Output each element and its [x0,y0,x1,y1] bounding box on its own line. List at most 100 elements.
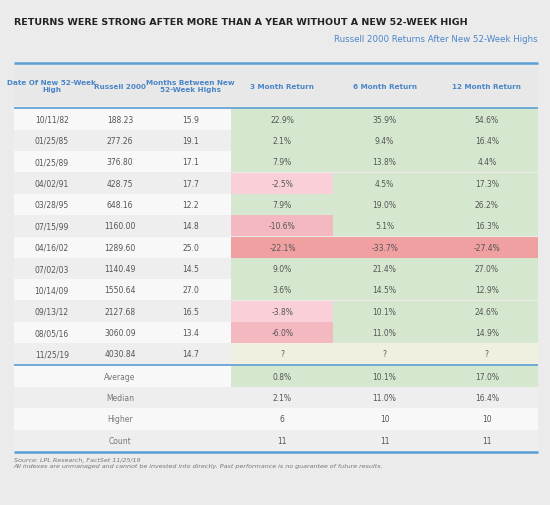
Bar [436,344,538,365]
Text: 10.1%: 10.1% [373,307,397,316]
Text: 0.8%: 0.8% [273,372,292,381]
Text: 22.9%: 22.9% [271,115,294,124]
Text: 376.80: 376.80 [107,158,133,167]
Text: 7.9%: 7.9% [273,200,292,210]
Text: 14.8: 14.8 [182,222,199,231]
Bar [90,344,150,365]
Text: ?: ? [485,350,489,359]
Bar [150,430,231,451]
Text: Average: Average [104,372,136,381]
Text: -3.8%: -3.8% [272,307,293,316]
Text: -10.6%: -10.6% [269,222,296,231]
Bar [150,280,231,301]
Bar [436,259,538,280]
Text: 21.4%: 21.4% [373,265,397,274]
Bar [90,216,150,237]
Bar [436,152,538,173]
Bar [14,344,90,365]
Bar [333,131,436,152]
Bar [14,430,90,451]
Text: 428.75: 428.75 [107,179,133,188]
Bar [231,366,333,387]
Bar [14,366,90,387]
Bar [333,280,436,301]
Bar [231,66,333,107]
Bar [333,66,436,107]
Text: -33.7%: -33.7% [371,243,398,252]
Text: 16.3%: 16.3% [475,222,499,231]
Text: 11: 11 [278,436,287,445]
Bar [231,110,333,130]
Text: 3.6%: 3.6% [273,286,292,295]
Bar [14,66,90,107]
Bar [90,430,150,451]
Bar [150,259,231,280]
Bar [436,110,538,130]
Bar [14,131,90,152]
Text: 11: 11 [482,436,492,445]
Text: 12.9%: 12.9% [475,286,499,295]
Text: 10.1%: 10.1% [373,372,397,381]
Text: 10/11/82: 10/11/82 [35,115,69,124]
Bar [231,280,333,301]
Bar [436,322,538,343]
Bar [150,110,231,130]
Bar [14,237,90,258]
Text: 14.7: 14.7 [182,350,199,359]
Text: 11.0%: 11.0% [373,393,397,402]
Text: 16.4%: 16.4% [475,393,499,402]
Bar [90,152,150,173]
Text: 17.7: 17.7 [182,179,199,188]
Bar [231,237,333,258]
Text: -27.4%: -27.4% [474,243,500,252]
Bar [436,216,538,237]
Text: 1550.64: 1550.64 [104,286,136,295]
Bar [90,280,150,301]
Bar [14,194,90,216]
Text: Russell 2000: Russell 2000 [94,83,146,89]
Bar [333,387,436,409]
Bar [333,301,436,322]
Bar [90,173,150,194]
Text: 17.0%: 17.0% [475,372,499,381]
Bar [436,301,538,322]
Bar [14,387,90,409]
Text: Russell 2000 Returns After New 52-Week Highs: Russell 2000 Returns After New 52-Week H… [334,35,538,44]
Bar [90,366,150,387]
Text: 4.5%: 4.5% [375,179,394,188]
Text: Months Between New
52-Week Highs: Months Between New 52-Week Highs [146,80,235,93]
Text: 1289.60: 1289.60 [104,243,135,252]
Bar [90,409,150,430]
Text: 13.8%: 13.8% [373,158,397,167]
Text: 9.0%: 9.0% [273,265,292,274]
Bar [150,322,231,343]
Bar [436,173,538,194]
Bar [14,173,90,194]
Bar [231,301,333,322]
Text: 09/13/12: 09/13/12 [35,307,69,316]
Bar [231,322,333,343]
Text: 25.0: 25.0 [182,243,199,252]
Bar [231,152,333,173]
Text: 08/05/16: 08/05/16 [35,328,69,337]
Text: 11.0%: 11.0% [373,328,397,337]
Text: 17.1: 17.1 [182,158,199,167]
Text: 04/02/91: 04/02/91 [35,179,69,188]
Bar [150,301,231,322]
Text: 10: 10 [379,415,389,424]
Text: 07/15/99: 07/15/99 [35,222,69,231]
Bar [333,110,436,130]
Bar [90,131,150,152]
Bar [333,237,436,258]
Bar [436,194,538,216]
Text: RETURNS WERE STRONG AFTER MORE THAN A YEAR WITHOUT A NEW 52-WEEK HIGH: RETURNS WERE STRONG AFTER MORE THAN A YE… [14,18,468,27]
Bar [90,301,150,322]
Text: 10: 10 [482,415,492,424]
Bar [90,66,150,107]
Text: ?: ? [280,350,284,359]
Text: 1140.49: 1140.49 [104,265,136,274]
Text: -2.5%: -2.5% [272,179,293,188]
Bar [14,280,90,301]
Text: 6 Month Return: 6 Month Return [353,83,417,89]
Text: 04/16/02: 04/16/02 [35,243,69,252]
